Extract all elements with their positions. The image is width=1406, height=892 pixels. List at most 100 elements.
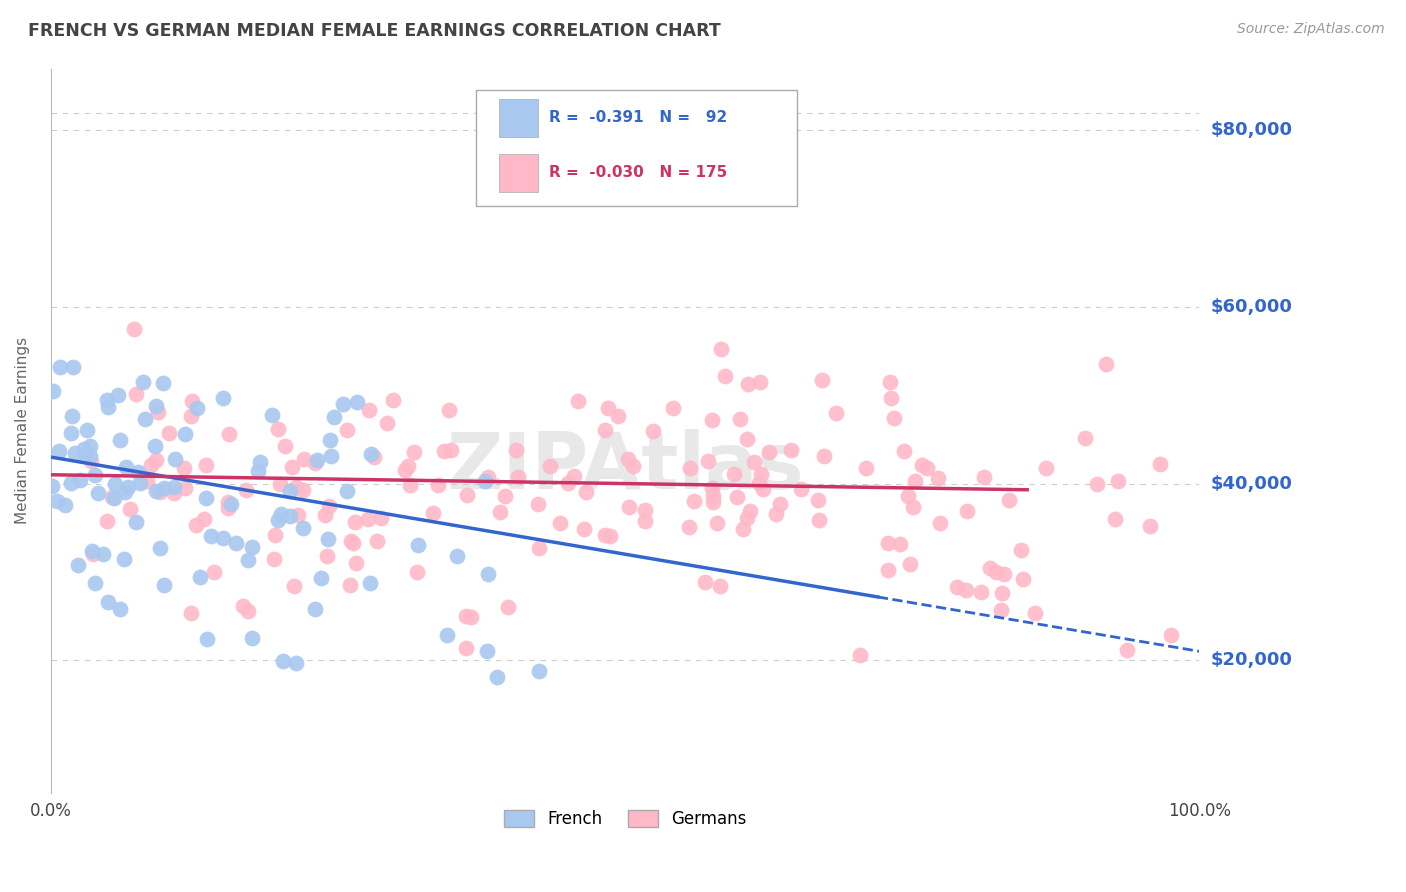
Point [249, 454, 271, 468]
Point [426, 478, 449, 492]
Point [321, 449, 343, 463]
Point [738, 504, 761, 518]
Point [125, 516, 148, 530]
Point [73, 442, 96, 456]
Point [48, 443, 70, 458]
Point [702, 495, 724, 509]
Point [285, 656, 308, 670]
Text: $40,000: $40,000 [1211, 475, 1292, 492]
Point [336, 483, 359, 498]
Point [359, 403, 381, 417]
Point [270, 508, 292, 522]
Point [107, 387, 129, 401]
Point [284, 481, 307, 495]
Point [315, 549, 337, 563]
Point [359, 575, 381, 590]
Point [406, 565, 429, 579]
Point [202, 566, 225, 580]
Point [723, 467, 745, 481]
Point [274, 439, 297, 453]
Point [145, 483, 167, 498]
Point [877, 563, 900, 577]
Point [217, 495, 239, 509]
Point [212, 531, 235, 545]
Point [336, 423, 359, 437]
Point [742, 455, 765, 469]
Point [700, 481, 723, 495]
Point [526, 497, 548, 511]
Point [240, 631, 263, 645]
Point [1104, 511, 1126, 525]
Text: FRENCH VS GERMAN MEDIAN FEMALE EARNINGS CORRELATION CHART: FRENCH VS GERMAN MEDIAN FEMALE EARNINGS … [28, 22, 721, 40]
Point [813, 449, 835, 463]
Point [997, 492, 1019, 507]
Point [911, 458, 934, 473]
Point [973, 469, 995, 483]
Point [849, 648, 872, 662]
Text: R =  -0.030   N = 175: R = -0.030 N = 175 [550, 165, 727, 180]
Text: R =  -0.391   N =   92: R = -0.391 N = 92 [550, 111, 727, 125]
Point [96, 514, 118, 528]
Point [898, 558, 921, 572]
Point [269, 476, 291, 491]
Point [131, 375, 153, 389]
Point [737, 511, 759, 525]
Point [366, 534, 388, 549]
Point [108, 601, 131, 615]
Point [193, 512, 215, 526]
Point [489, 504, 512, 518]
Point [212, 392, 235, 406]
Point [66, 558, 89, 572]
Point [291, 483, 314, 497]
Point [606, 409, 628, 424]
Point [96, 393, 118, 408]
Point [218, 426, 240, 441]
Point [110, 433, 132, 447]
Point [141, 458, 163, 473]
Point [1160, 628, 1182, 642]
Point [811, 373, 834, 387]
Point [538, 458, 561, 473]
Point [1012, 572, 1035, 586]
Point [433, 444, 456, 458]
Point [946, 580, 969, 594]
Point [163, 452, 186, 467]
Point [79, 453, 101, 467]
Point [318, 499, 340, 513]
Point [101, 490, 124, 504]
Point [1108, 474, 1130, 488]
Point [436, 627, 458, 641]
Point [454, 640, 477, 655]
Point [697, 454, 720, 468]
Point [76, 423, 98, 437]
Point [621, 459, 644, 474]
Point [619, 500, 641, 514]
Point [710, 343, 733, 357]
Point [91, 547, 114, 561]
Point [855, 460, 877, 475]
Point [278, 509, 301, 524]
Point [706, 516, 728, 530]
Point [456, 488, 478, 502]
Point [84, 467, 107, 482]
Point [404, 445, 426, 459]
Point [643, 424, 665, 438]
Point [342, 536, 364, 550]
Point [876, 536, 898, 550]
Point [993, 566, 1015, 581]
Point [104, 477, 127, 491]
Point [396, 458, 419, 473]
Point [149, 484, 172, 499]
FancyBboxPatch shape [499, 99, 538, 136]
Point [240, 540, 263, 554]
Point [186, 401, 208, 415]
Point [319, 433, 342, 447]
Text: ZIPAtlas: ZIPAtlas [446, 429, 804, 505]
Point [1035, 460, 1057, 475]
Point [375, 416, 398, 430]
Point [79, 439, 101, 453]
Point [1115, 642, 1137, 657]
Point [508, 469, 530, 483]
Text: $80,000: $80,000 [1211, 121, 1292, 139]
Point [287, 508, 309, 523]
